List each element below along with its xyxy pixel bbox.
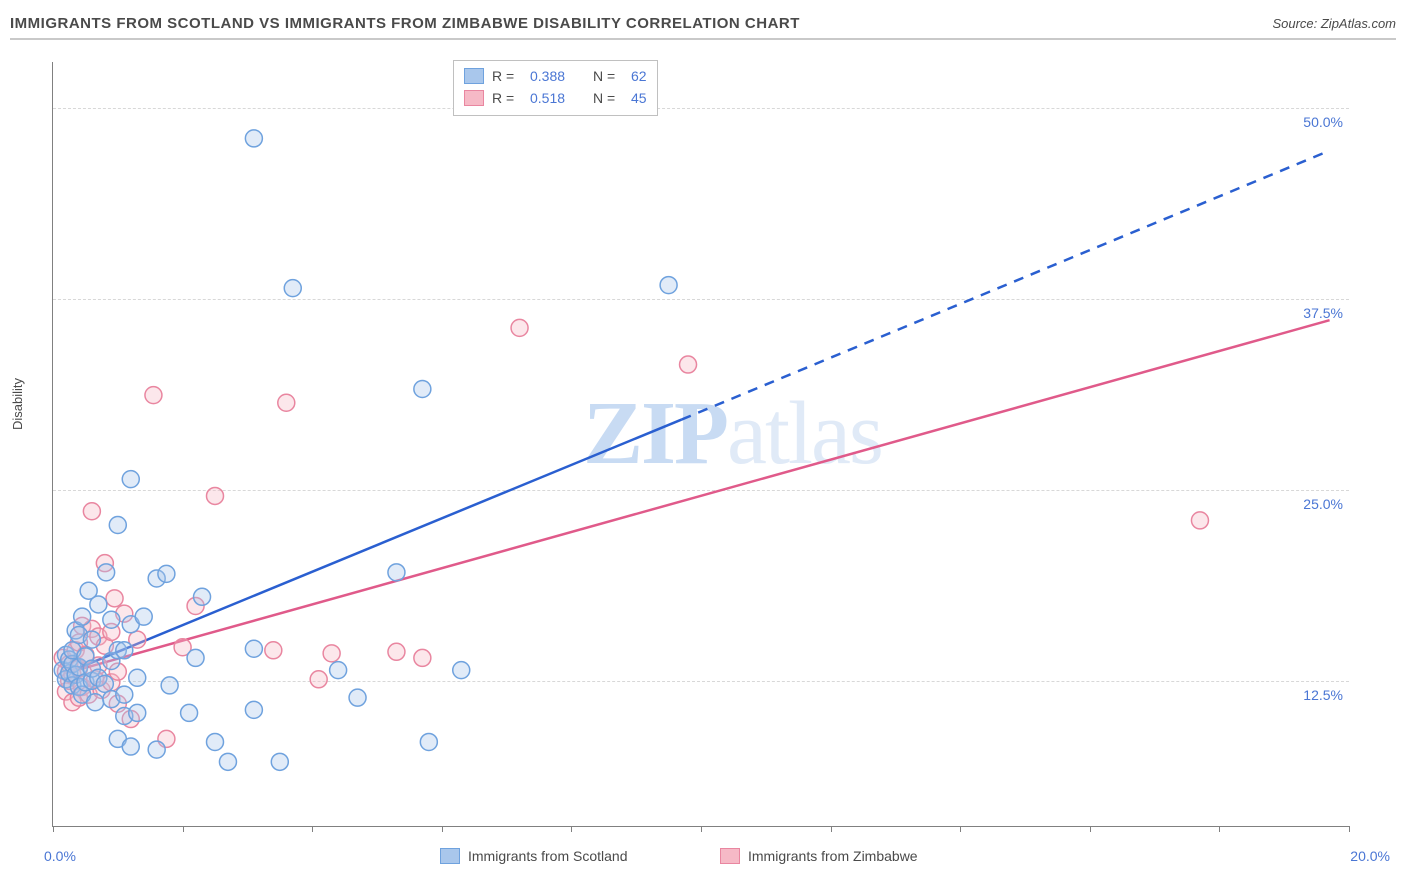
zimbabwe-trend bbox=[66, 320, 1330, 673]
scotland-point bbox=[181, 704, 198, 721]
scotland-point bbox=[245, 130, 262, 147]
y-tick-label: 37.5% bbox=[1303, 305, 1343, 321]
x-tick bbox=[53, 826, 54, 832]
x-tick bbox=[701, 826, 702, 832]
scotland-point bbox=[420, 733, 437, 750]
zimbabwe-point bbox=[388, 643, 405, 660]
x-min-label: 0.0% bbox=[44, 848, 76, 864]
scotland-point bbox=[122, 471, 139, 488]
correlation-legend: R = 0.388 N = 62 R = 0.518 N = 45 bbox=[453, 60, 658, 116]
x-tick bbox=[183, 826, 184, 832]
title-bar: IMMIGRANTS FROM SCOTLAND VS IMMIGRANTS F… bbox=[10, 8, 1396, 40]
zimbabwe-point bbox=[511, 319, 528, 336]
y-tick-label: 50.0% bbox=[1303, 114, 1343, 130]
r-value-zimbabwe: 0.518 bbox=[530, 87, 585, 109]
legend-scotland-label: Immigrants from Scotland bbox=[468, 848, 628, 864]
zimbabwe-point bbox=[414, 649, 431, 666]
scotland-point bbox=[194, 588, 211, 605]
x-tick bbox=[1090, 826, 1091, 832]
x-tick bbox=[960, 826, 961, 832]
scotland-point bbox=[271, 753, 288, 770]
legend-zimbabwe: Immigrants from Zimbabwe bbox=[720, 848, 918, 864]
zimbabwe-point bbox=[83, 503, 100, 520]
n-value-scotland: 62 bbox=[631, 65, 647, 87]
scotland-point bbox=[116, 642, 133, 659]
scotland-swatch-icon bbox=[440, 848, 460, 864]
scotland-point bbox=[74, 608, 91, 625]
scotland-point bbox=[122, 738, 139, 755]
r-label: R = bbox=[492, 87, 522, 109]
zimbabwe-point bbox=[310, 671, 327, 688]
scotland-point bbox=[187, 649, 204, 666]
scotland-point bbox=[83, 631, 100, 648]
correlation-row-zimbabwe: R = 0.518 N = 45 bbox=[464, 87, 647, 109]
scotland-point bbox=[109, 516, 126, 533]
scotland-point bbox=[116, 686, 133, 703]
scotland-point bbox=[148, 741, 165, 758]
r-label: R = bbox=[492, 65, 522, 87]
zimbabwe-point bbox=[323, 645, 340, 662]
n-label: N = bbox=[593, 65, 623, 87]
legend-scotland: Immigrants from Scotland bbox=[440, 848, 628, 864]
chart-svg bbox=[53, 62, 1349, 826]
plot-area: ZIPatlas R = 0.388 N = 62 R = 0.518 N = … bbox=[52, 62, 1349, 827]
scotland-point bbox=[129, 704, 146, 721]
scotland-trend-dash bbox=[682, 151, 1330, 420]
y-axis-title: Disability bbox=[10, 378, 25, 430]
source-label: Source: ZipAtlas.com bbox=[1272, 16, 1396, 31]
scotland-point bbox=[388, 564, 405, 581]
zimbabwe-point bbox=[145, 387, 162, 404]
x-tick bbox=[312, 826, 313, 832]
scotland-point bbox=[90, 596, 107, 613]
scotland-point bbox=[161, 677, 178, 694]
x-max-label: 20.0% bbox=[1350, 848, 1390, 864]
chart-title: IMMIGRANTS FROM SCOTLAND VS IMMIGRANTS F… bbox=[10, 15, 800, 32]
zimbabwe-point bbox=[1191, 512, 1208, 529]
scotland-point bbox=[284, 280, 301, 297]
scotland-point bbox=[135, 608, 152, 625]
zimbabwe-point bbox=[106, 590, 123, 607]
scotland-point bbox=[245, 640, 262, 657]
scotland-point bbox=[98, 564, 115, 581]
scotland-swatch-icon bbox=[464, 68, 484, 84]
scotland-point bbox=[219, 753, 236, 770]
y-tick-label: 12.5% bbox=[1303, 687, 1343, 703]
chart-container: IMMIGRANTS FROM SCOTLAND VS IMMIGRANTS F… bbox=[0, 0, 1406, 892]
zimbabwe-swatch-icon bbox=[464, 90, 484, 106]
scotland-point bbox=[129, 669, 146, 686]
scotland-point bbox=[414, 380, 431, 397]
scotland-point bbox=[245, 701, 262, 718]
scotland-point bbox=[660, 277, 677, 294]
scotland-point bbox=[87, 694, 104, 711]
scotland-point bbox=[207, 733, 224, 750]
scotland-point bbox=[158, 565, 175, 582]
n-value-zimbabwe: 45 bbox=[631, 87, 647, 109]
scotland-point bbox=[103, 611, 120, 628]
zimbabwe-swatch-icon bbox=[720, 848, 740, 864]
scotland-point bbox=[349, 689, 366, 706]
x-tick bbox=[1349, 826, 1350, 832]
x-tick bbox=[831, 826, 832, 832]
zimbabwe-point bbox=[207, 487, 224, 504]
scotland-point bbox=[453, 662, 470, 679]
zimbabwe-point bbox=[265, 642, 282, 659]
legend-zimbabwe-label: Immigrants from Zimbabwe bbox=[748, 848, 918, 864]
y-tick-label: 25.0% bbox=[1303, 496, 1343, 512]
x-tick bbox=[1219, 826, 1220, 832]
x-tick bbox=[442, 826, 443, 832]
zimbabwe-point bbox=[680, 356, 697, 373]
scotland-trend-solid bbox=[66, 420, 682, 674]
correlation-row-scotland: R = 0.388 N = 62 bbox=[464, 65, 647, 87]
scotland-point bbox=[96, 675, 113, 692]
n-label: N = bbox=[593, 87, 623, 109]
x-tick bbox=[571, 826, 572, 832]
scotland-point bbox=[330, 662, 347, 679]
r-value-scotland: 0.388 bbox=[530, 65, 585, 87]
zimbabwe-point bbox=[278, 394, 295, 411]
